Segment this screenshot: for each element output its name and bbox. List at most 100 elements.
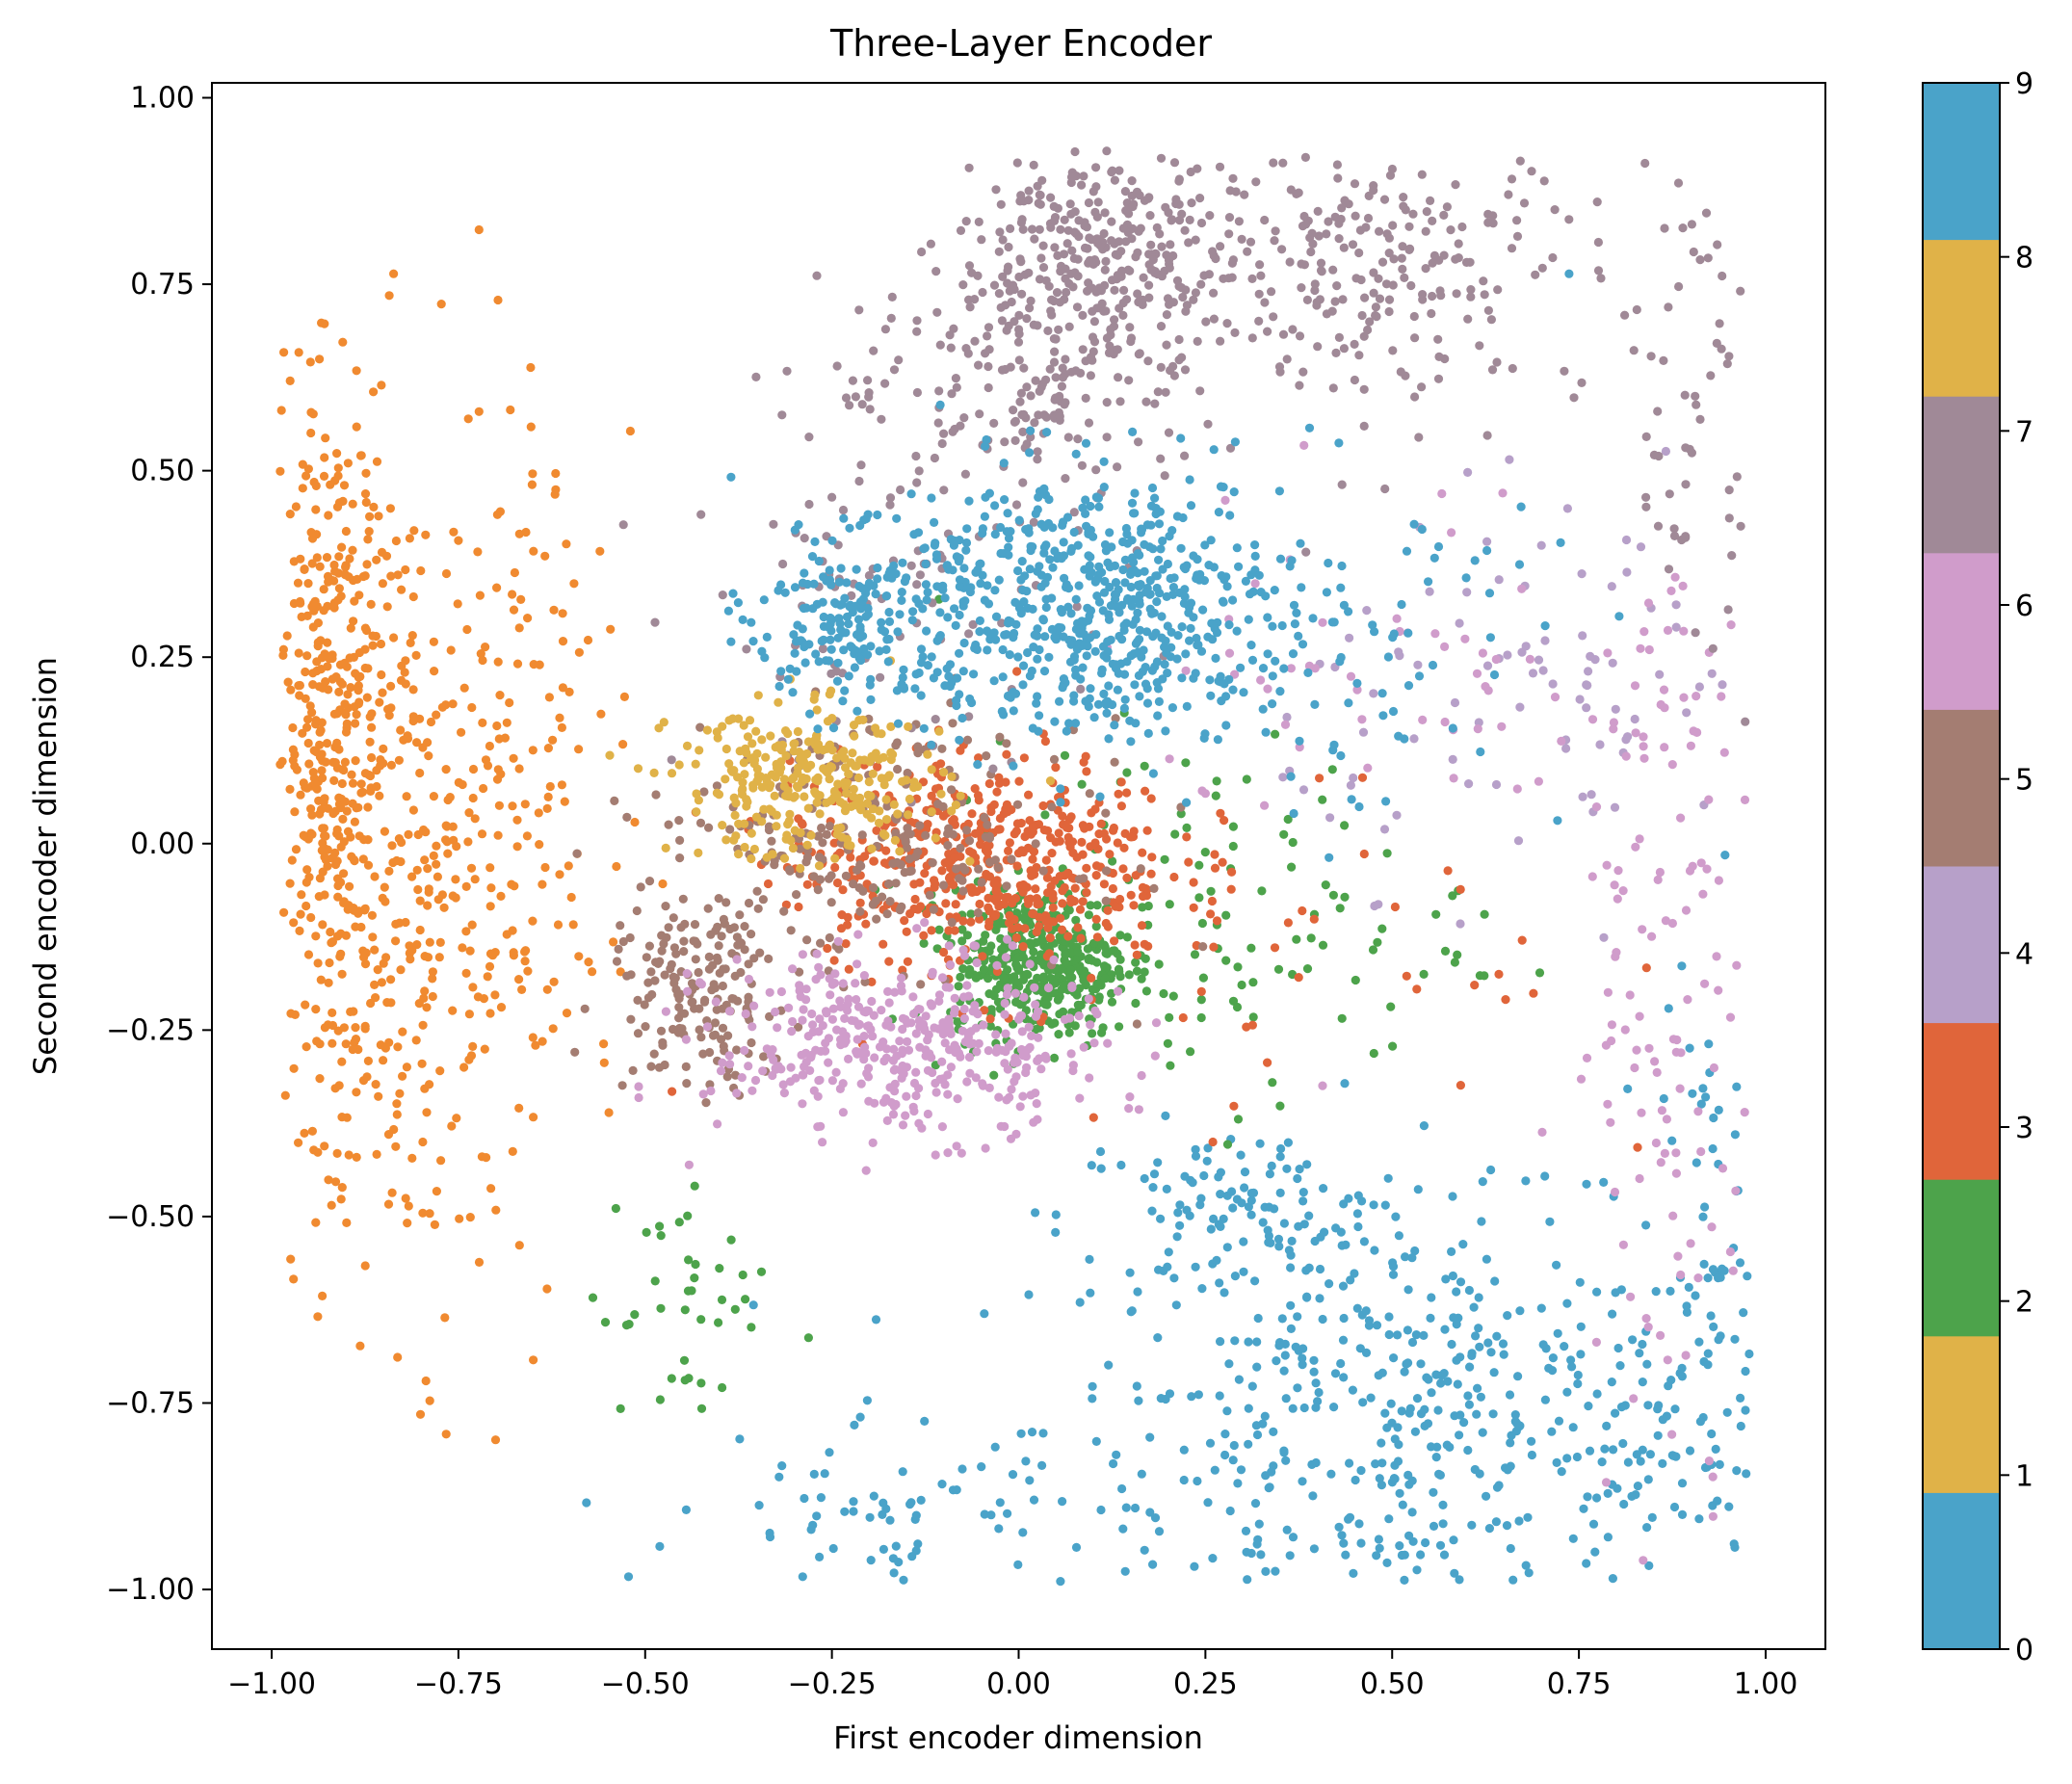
scatter-point-class-1 — [330, 1177, 341, 1187]
scatter-point-class-3 — [1023, 899, 1034, 908]
scatter-point-class-6 — [1460, 634, 1470, 643]
scatter-point-class-0 — [1474, 1324, 1483, 1333]
scatter-point-class-0 — [1380, 1200, 1390, 1210]
scatter-point-class-7 — [1055, 411, 1064, 421]
scatter-point-class-6 — [930, 1023, 939, 1033]
scatter-point-class-0 — [1395, 1541, 1404, 1551]
scatter-point-class-5 — [1002, 739, 1011, 748]
scatter-point-class-6 — [1005, 1092, 1014, 1102]
scatter-point-class-3 — [1001, 777, 1010, 787]
scatter-point-class-0 — [1353, 1221, 1363, 1232]
scatter-point-class-1 — [474, 407, 484, 416]
scatter-point-class-7 — [1322, 229, 1331, 239]
scatter-point-class-8 — [853, 799, 863, 808]
scatter-point-class-0 — [1592, 1389, 1602, 1399]
scatter-point-class-6 — [1704, 795, 1714, 804]
scatter-point-class-7 — [1486, 315, 1496, 325]
scatter-point-class-6 — [1137, 1070, 1146, 1081]
scatter-point-class-0 — [1293, 1173, 1302, 1184]
scatter-point-class-5 — [678, 894, 688, 904]
scatter-point-class-6 — [1676, 813, 1686, 823]
scatter-point-class-0 — [1088, 1394, 1097, 1404]
scatter-point-class-6 — [1712, 952, 1721, 961]
scatter-point-class-7 — [1026, 296, 1036, 305]
scatter-point-class-0 — [1474, 1293, 1483, 1302]
scatter-point-class-5 — [973, 908, 984, 918]
scatter-point-class-3 — [1456, 884, 1465, 895]
scatter-point-class-2 — [680, 1305, 690, 1315]
scatter-point-class-6 — [877, 1006, 886, 1015]
scatter-point-class-7 — [1483, 305, 1493, 315]
scatter-point-class-6 — [890, 987, 900, 997]
scatter-point-class-6 — [1027, 1031, 1036, 1040]
scatter-point-class-0 — [1465, 1362, 1475, 1372]
scatter-point-class-1 — [494, 800, 505, 810]
scatter-point-class-2 — [1091, 922, 1101, 931]
scatter-point-class-7 — [950, 424, 959, 434]
scatter-point-class-7 — [945, 330, 955, 340]
scatter-point-class-6 — [979, 1020, 988, 1030]
scatter-point-class-7 — [1225, 443, 1236, 453]
scatter-point-class-3 — [1002, 749, 1011, 759]
scatter-point-class-3 — [1501, 995, 1510, 1005]
scatter-point-class-7 — [911, 451, 921, 461]
scatter-point-class-6 — [1673, 1251, 1683, 1261]
scatter-point-class-7 — [1312, 301, 1322, 310]
scatter-point-class-2 — [1108, 856, 1117, 866]
scatter-point-class-0 — [1224, 1359, 1234, 1369]
scatter-point-class-4 — [1409, 734, 1419, 744]
scatter-point-class-6 — [1067, 982, 1077, 991]
scatter-point-class-0 — [1724, 1502, 1734, 1511]
scatter-point-class-8 — [947, 772, 957, 781]
scatter-point-class-6 — [725, 1060, 735, 1069]
scatter-point-class-0 — [1438, 1500, 1448, 1509]
scatter-point-class-8 — [841, 781, 851, 791]
scatter-point-class-2 — [650, 1276, 660, 1286]
scatter-point-class-6 — [1517, 584, 1527, 593]
scatter-point-class-5 — [825, 822, 835, 831]
scatter-point-class-6 — [1656, 1330, 1665, 1340]
scatter-point-class-6 — [1709, 1063, 1718, 1073]
scatter-point-class-3 — [1242, 1022, 1251, 1032]
scatter-point-class-8 — [759, 804, 769, 814]
scatter-point-class-0 — [1220, 1430, 1230, 1439]
scatter-point-class-4 — [1413, 660, 1423, 669]
scatter-point-class-7 — [1254, 316, 1264, 326]
scatter-point-class-3 — [1046, 833, 1056, 843]
scatter-point-class-6 — [1602, 860, 1612, 870]
scatter-point-class-1 — [350, 817, 359, 826]
scatter-point-class-3 — [1633, 1142, 1642, 1152]
scatter-point-class-1 — [391, 936, 401, 946]
scatter-point-class-6 — [1440, 717, 1450, 727]
scatter-point-class-6 — [1352, 685, 1362, 695]
scatter-point-class-6 — [776, 986, 787, 997]
scatter-point-class-2 — [1246, 943, 1256, 953]
scatter-point-class-0 — [1585, 1446, 1595, 1456]
scatter-point-class-2 — [1061, 950, 1070, 959]
scatter-point-class-0 — [911, 1510, 921, 1520]
scatter-point-class-2 — [679, 1355, 690, 1365]
scatter-point-class-3 — [1055, 836, 1064, 846]
scatter-point-class-2 — [726, 1235, 736, 1245]
scatter-point-class-3 — [1090, 838, 1100, 848]
scatter-point-class-1 — [377, 380, 386, 390]
scatter-point-class-0 — [1348, 1385, 1357, 1395]
scatter-point-class-2 — [1073, 954, 1083, 963]
scatter-point-class-1 — [374, 512, 383, 521]
scatter-point-class-0 — [1229, 1440, 1239, 1451]
scatter-point-class-7 — [1180, 225, 1190, 235]
scatter-point-class-1 — [278, 644, 288, 654]
scatter-point-class-0 — [1370, 1246, 1379, 1255]
scatter-point-class-3 — [846, 853, 855, 862]
scatter-point-class-4 — [1621, 735, 1631, 745]
scatter-point-class-0 — [1393, 1330, 1403, 1340]
scatter-point-class-1 — [342, 1218, 352, 1227]
scatter-point-class-0 — [1388, 1270, 1399, 1279]
scatter-point-class-6 — [964, 1052, 975, 1063]
scatter-point-class-7 — [1178, 292, 1188, 302]
scatter-point-class-1 — [463, 837, 473, 847]
scatter-point-class-1 — [560, 797, 569, 806]
scatter-point-class-1 — [324, 685, 333, 695]
scatter-point-class-5 — [732, 1045, 742, 1055]
scatter-point-class-7 — [848, 376, 858, 385]
